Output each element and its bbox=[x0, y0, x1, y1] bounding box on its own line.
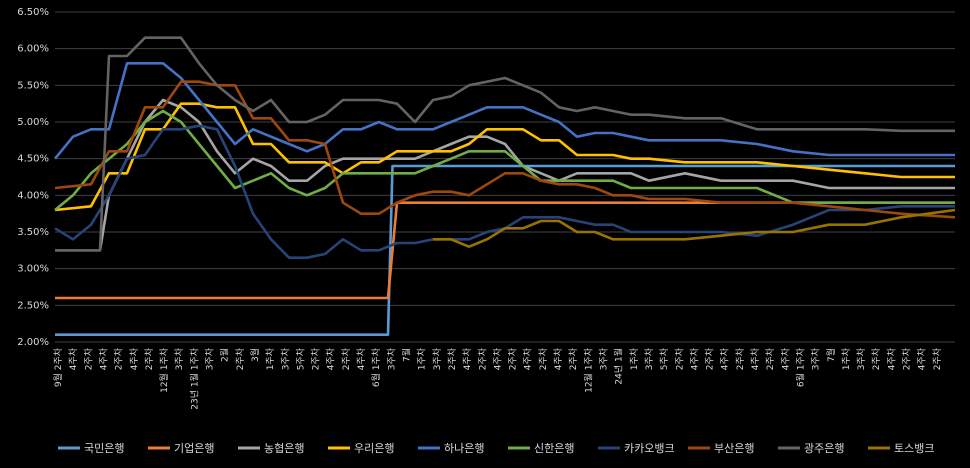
legend-label: 광주은행 bbox=[804, 442, 844, 455]
x-tick-label: 4주차 bbox=[916, 347, 928, 370]
x-tick-label: 2주차 bbox=[340, 347, 352, 370]
series-line-6 bbox=[54, 124, 955, 260]
x-tick-label: 1주차 bbox=[840, 347, 852, 370]
x-tick-label: 12월 1주차 bbox=[582, 347, 594, 393]
x-tick-label: 2주차 bbox=[113, 347, 125, 370]
x-tick-label: 2주차 bbox=[673, 347, 685, 370]
x-tick-label: 3주차 bbox=[385, 347, 397, 370]
legend-label: 국민은행 bbox=[84, 442, 124, 455]
x-tick-label: 3주차 bbox=[431, 347, 443, 370]
x-tick-label: 2주차 bbox=[931, 347, 943, 370]
x-tick-label: 2주차 bbox=[734, 347, 746, 370]
x-tick-label: 7월 bbox=[401, 348, 413, 362]
x-tick-label: 2주차 bbox=[901, 347, 913, 370]
x-tick-label: 2주차 bbox=[446, 347, 458, 370]
x-tick-label: 2주차 bbox=[310, 347, 322, 370]
x-tick-label: 4주차 bbox=[491, 347, 503, 370]
legend-label: 우리은행 bbox=[354, 442, 394, 455]
x-tick-label: 6월 1주차 bbox=[370, 347, 382, 387]
x-tick-label: 4주차 bbox=[719, 347, 731, 370]
y-tick-label: 5.50% bbox=[17, 80, 49, 91]
y-tick-label: 3.00% bbox=[17, 264, 49, 275]
x-tick-label: 6월 1주차 bbox=[794, 347, 806, 387]
series-line-8 bbox=[55, 36, 955, 252]
x-tick-label: 12월 1주차 bbox=[158, 347, 170, 393]
legend-label: 카카오뱅크 bbox=[624, 442, 675, 455]
y-tick-label: 2.50% bbox=[17, 300, 49, 311]
x-tick-label: 9월 2주차 bbox=[52, 347, 64, 387]
x-tick-label: 2주차 bbox=[143, 347, 155, 370]
x-tick-label: 3주차 bbox=[173, 347, 185, 370]
legend-label: 신한은행 bbox=[534, 442, 574, 455]
x-tick-label: 3주차 bbox=[855, 347, 867, 370]
series-line-3 bbox=[54, 102, 955, 212]
series-line-5 bbox=[54, 109, 955, 212]
x-tick-label: 4주차 bbox=[355, 347, 367, 370]
x-tick-label: 1주차 bbox=[264, 347, 276, 370]
series-line-7 bbox=[54, 80, 956, 219]
x-tick-label: 4주차 bbox=[97, 347, 109, 370]
x-tick-label: 3주차 bbox=[279, 347, 291, 370]
y-tick-label: 3.50% bbox=[17, 227, 49, 238]
x-tick-label: 1주차 bbox=[416, 347, 428, 370]
x-tick-label: 4주차 bbox=[325, 347, 337, 370]
x-tick-label: 3주차 bbox=[597, 347, 609, 370]
series-line-9 bbox=[433, 208, 956, 248]
x-tick-label: 2주차 bbox=[704, 347, 716, 370]
x-tick-label: 3주차 bbox=[810, 347, 822, 370]
x-tick-label: 2주차 bbox=[476, 347, 488, 370]
x-tick-label: 1주차 bbox=[628, 347, 640, 370]
legend-label: 부산은행 bbox=[714, 442, 754, 455]
legend-label: 토스뱅크 bbox=[894, 442, 934, 455]
x-tick-label: 2월 bbox=[219, 348, 231, 362]
x-tick-label: 4주차 bbox=[522, 347, 534, 370]
y-tick-label: 4.00% bbox=[17, 190, 49, 201]
legend-label: 기업은행 bbox=[174, 442, 214, 455]
x-tick-label: 3주차 bbox=[204, 347, 216, 370]
x-tick-label: 2주차 bbox=[537, 347, 549, 370]
legend-label: 농협은행 bbox=[264, 442, 304, 455]
x-tick-label: 4주차 bbox=[461, 347, 473, 370]
x-tick-label: 2주차 bbox=[507, 347, 519, 370]
x-tick-label: 2주차 bbox=[567, 347, 579, 370]
x-tick-label: 2주차 bbox=[82, 347, 94, 370]
y-tick-label: 2.00% bbox=[17, 337, 49, 348]
x-tick-label: 7월 bbox=[825, 348, 837, 362]
series-line-4 bbox=[53, 61, 955, 160]
y-tick-label: 4.50% bbox=[17, 154, 49, 165]
x-tick-label: 5주차 bbox=[658, 347, 670, 370]
x-tick-label: 24년 1월 bbox=[613, 348, 625, 385]
x-tick-label: 4주차 bbox=[128, 347, 140, 370]
x-tick-label: 2주차 bbox=[234, 347, 246, 370]
series-line-1 bbox=[55, 201, 955, 300]
x-tick-label: 5주차 bbox=[294, 347, 306, 370]
x-tick-label: 4주차 bbox=[688, 347, 700, 370]
y-tick-label: 6.00% bbox=[17, 44, 49, 55]
x-tick-label: 4주차 bbox=[67, 347, 79, 370]
x-tick-label: 3월 bbox=[249, 348, 261, 362]
x-tick-label: 4주차 bbox=[552, 347, 564, 370]
x-tick-label: 2주차 bbox=[870, 347, 882, 370]
legend-label: 하나은행 bbox=[444, 441, 484, 455]
y-tick-label: 5.00% bbox=[17, 117, 49, 128]
x-tick-label: 4주차 bbox=[749, 347, 761, 370]
x-tick-label: 23년 1월 1주차 bbox=[188, 347, 200, 409]
series-line-0 bbox=[55, 164, 955, 337]
x-tick-label: 2주차 bbox=[764, 347, 776, 370]
x-tick-label: 4주차 bbox=[885, 347, 897, 370]
x-tick-label: 4주차 bbox=[779, 347, 791, 370]
y-tick-label: 6.50% bbox=[17, 7, 49, 18]
x-tick-label: 3주차 bbox=[643, 347, 655, 370]
